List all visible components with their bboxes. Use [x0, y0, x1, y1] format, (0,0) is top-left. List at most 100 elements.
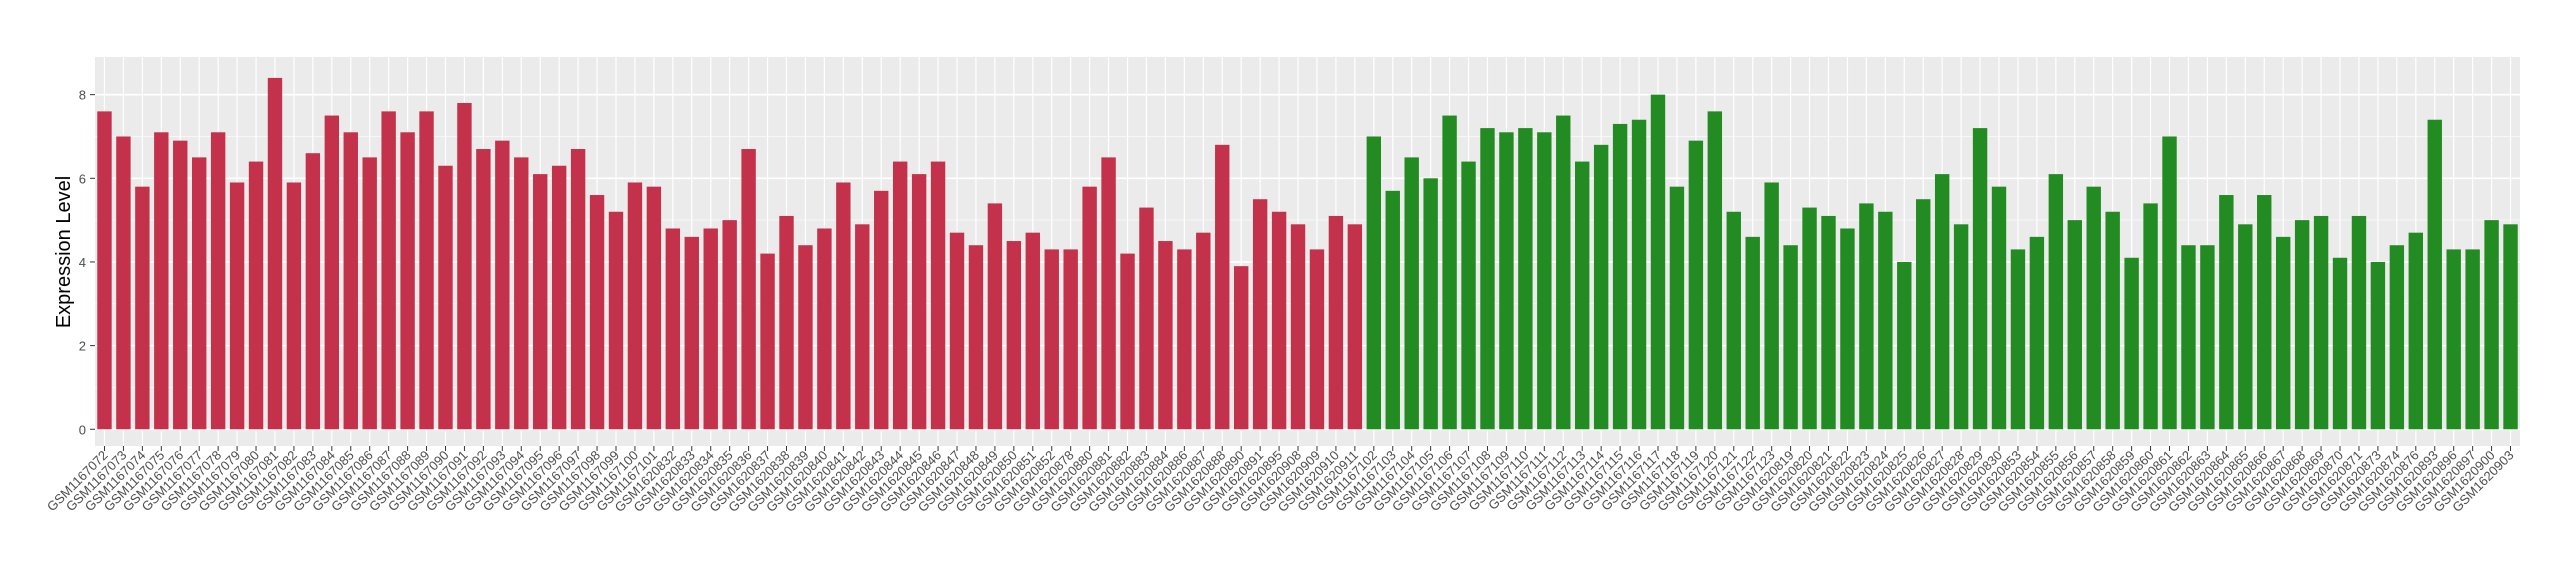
bar [286, 182, 302, 430]
bar [362, 157, 377, 430]
bar [457, 103, 472, 430]
bar [703, 228, 718, 430]
bar [2048, 174, 2064, 430]
bar [911, 174, 927, 430]
bar [1082, 186, 1097, 430]
bar [1499, 132, 1514, 430]
bar [855, 224, 870, 430]
bar [930, 161, 946, 430]
bar [1612, 123, 1628, 430]
bar [1309, 249, 1325, 430]
y-tick-label: 0 [79, 422, 86, 437]
bar [1745, 236, 1760, 430]
y-tick-label: 4 [79, 255, 86, 270]
bar [1934, 174, 1950, 430]
bar [533, 174, 548, 430]
bar [2389, 245, 2405, 430]
bar [987, 203, 1003, 430]
bar [2219, 195, 2234, 430]
bar [1575, 161, 1590, 430]
y-tick-label: 8 [79, 88, 86, 103]
bar [1158, 241, 1173, 430]
bar [1840, 228, 1855, 430]
bar [1366, 136, 1382, 430]
bar [1385, 190, 1400, 430]
bar [2446, 249, 2461, 430]
bar [154, 132, 169, 430]
bar [1821, 215, 1836, 430]
bar [968, 245, 984, 430]
bar [741, 149, 756, 430]
bar [1972, 128, 1988, 430]
bar [1233, 266, 1249, 430]
bar [324, 115, 340, 430]
bar [779, 215, 794, 430]
bar [514, 157, 529, 430]
bar [949, 232, 965, 430]
bar [1593, 144, 1609, 430]
bar [1897, 261, 1912, 430]
bar [97, 111, 112, 430]
bar [1802, 207, 1817, 430]
bar [760, 253, 775, 430]
bar [2181, 245, 2196, 430]
bar [305, 153, 321, 430]
bar [438, 165, 453, 430]
bar [1423, 178, 1438, 430]
bar [476, 149, 491, 430]
bar [1953, 224, 1969, 430]
bar [173, 140, 188, 430]
bar [1252, 199, 1268, 430]
bar [798, 245, 813, 430]
bar [1139, 207, 1154, 430]
bar [2257, 195, 2272, 430]
bar [2143, 203, 2158, 430]
bar [2200, 245, 2215, 430]
bar [2275, 236, 2291, 430]
bar [2370, 261, 2386, 430]
bar [2029, 236, 2045, 430]
bar [229, 182, 245, 430]
bar [722, 220, 737, 430]
bar [1271, 211, 1287, 430]
bar [1991, 186, 2007, 430]
bar [1556, 115, 1571, 430]
bar [2484, 220, 2499, 430]
bar [836, 182, 851, 430]
bar [2238, 224, 2253, 430]
bar [1196, 232, 1211, 430]
bar [1480, 128, 1495, 430]
bar [1461, 161, 1476, 430]
bar [2427, 119, 2442, 430]
bar [646, 186, 662, 430]
bar [2010, 249, 2026, 430]
y-tick-label: 6 [79, 171, 86, 186]
bar [1650, 94, 1666, 430]
bar [419, 111, 434, 430]
bar [1120, 253, 1135, 430]
bar [2465, 249, 2480, 430]
bar [400, 132, 415, 430]
bar [1063, 249, 1078, 430]
bar [248, 161, 264, 430]
bar [135, 186, 150, 430]
bar [1518, 128, 1533, 430]
bar [1878, 211, 1893, 430]
bar [551, 165, 567, 430]
y-axis-title: Expression Level [53, 176, 75, 328]
bar [1631, 119, 1647, 430]
bar [116, 136, 131, 430]
bar [665, 228, 681, 430]
bar [1916, 199, 1931, 430]
bar [495, 140, 510, 430]
bar [1101, 157, 1116, 430]
bar [210, 132, 226, 430]
bar [589, 195, 605, 430]
bar [1215, 144, 1230, 430]
bar [1025, 232, 1040, 430]
bar [1006, 241, 1022, 430]
bar [2294, 220, 2310, 430]
y-tick-label: 2 [79, 339, 86, 354]
